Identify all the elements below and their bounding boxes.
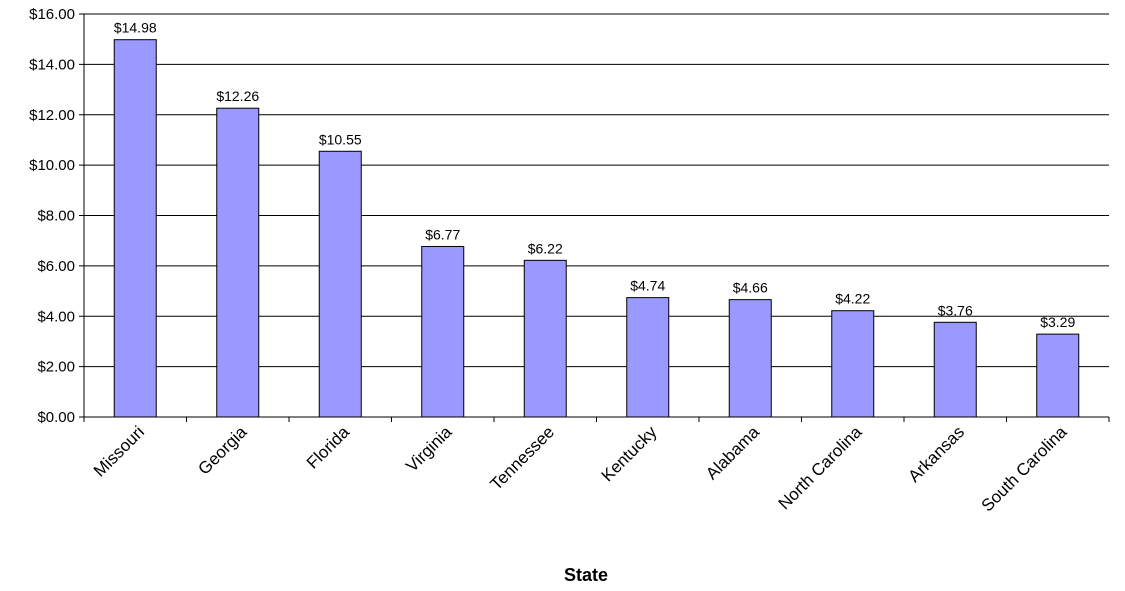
y-tick-label: $0.00: [37, 409, 75, 426]
x-category-label: North Carolina: [775, 422, 866, 513]
data-label: $14.98: [114, 20, 157, 36]
bar-tennessee: [523, 259, 567, 418]
y-tick-label: $6.00: [37, 258, 75, 275]
bar-kentucky: [626, 297, 670, 418]
data-label: $3.76: [938, 302, 973, 318]
y-tick-label: $16.00: [29, 6, 75, 23]
y-tick-labels: $0.00 $2.00 $4.00 $6.00 $8.00 $10.00 $12.00 $14…: [29, 6, 75, 426]
bar-florida: [318, 150, 362, 418]
bars: [113, 39, 1080, 418]
data-label: $6.22: [528, 240, 563, 256]
y-tick-label: $8.00: [37, 208, 75, 225]
category-labels: Missouri Georgia Florida Virginia Tennessee K…: [90, 422, 1071, 515]
bar-north-carolina: [831, 310, 875, 418]
x-category-label: Tennessee: [486, 422, 558, 494]
bar-missouri: [113, 39, 157, 418]
data-label: $10.55: [319, 131, 362, 147]
x-category-label: Missouri: [90, 422, 148, 480]
data-label: $4.74: [630, 278, 665, 294]
x-category-label: South Carolina: [978, 422, 1071, 515]
data-label: $4.22: [835, 291, 870, 307]
bar-south-carolina: [1036, 333, 1080, 418]
axes: [79, 13, 1110, 422]
x-category-label: Florida: [303, 422, 354, 473]
data-labels: $14.98 $12.26 $10.55 $6.77 $6.22 $4.74 $4.66 $4…: [114, 20, 1076, 330]
data-label: $4.66: [733, 280, 768, 296]
bar-georgia: [216, 107, 260, 418]
data-label: $12.26: [216, 88, 259, 104]
bar-alabama: [728, 299, 772, 418]
bar-arkansas: [933, 321, 977, 418]
bar-virginia: [421, 245, 465, 418]
y-tick-label: $2.00: [37, 359, 75, 376]
x-category-label: Georgia: [194, 422, 251, 479]
data-label: $3.29: [1040, 314, 1075, 330]
x-category-label: Kentucky: [598, 422, 661, 485]
x-category-label: Virginia: [402, 422, 456, 476]
y-tick-label: $12.00: [29, 107, 75, 124]
x-axis-title: State: [564, 565, 608, 585]
y-tick-label: $10.00: [29, 157, 75, 174]
y-tick-label: $14.00: [29, 56, 75, 73]
data-label: $6.77: [425, 226, 460, 242]
x-category-label: Arkansas: [905, 422, 969, 486]
y-tick-label: $4.00: [37, 308, 75, 325]
x-category-label: Alabama: [702, 422, 763, 483]
